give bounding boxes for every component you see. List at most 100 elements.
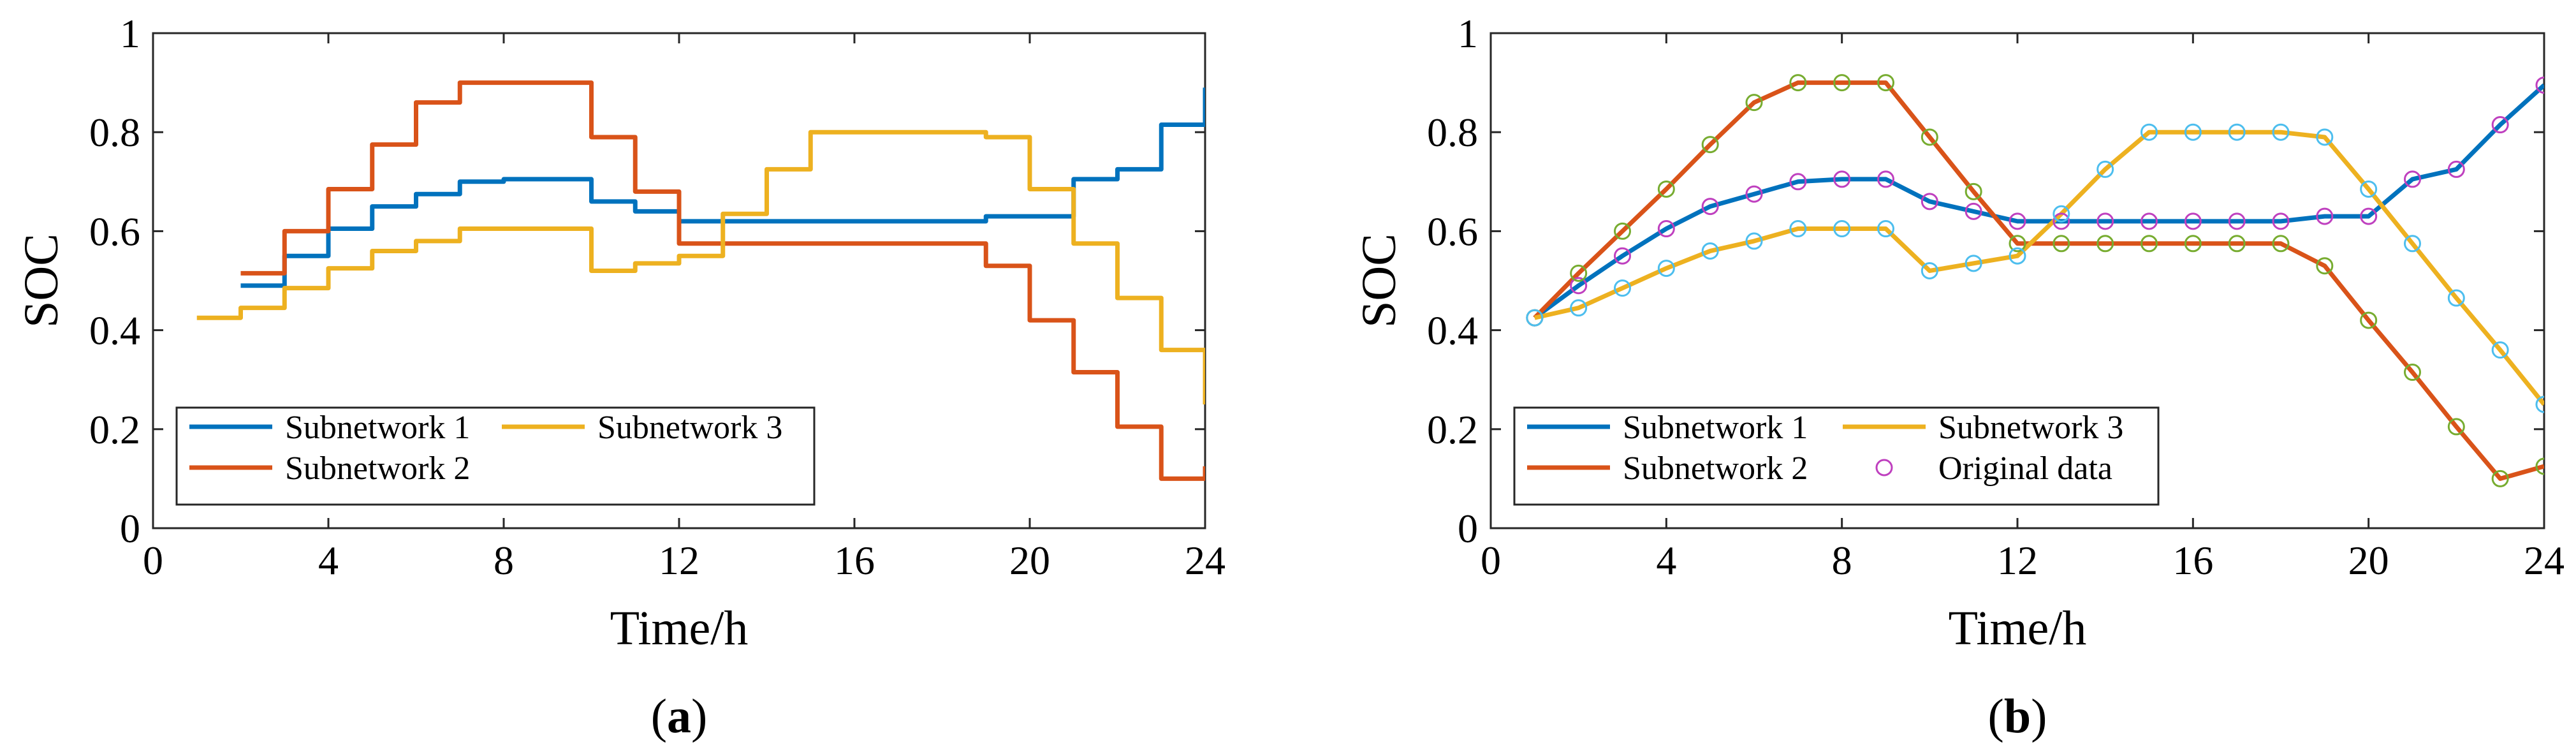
x-tick-label: 4 [318, 538, 339, 583]
original-data-marker [1570, 264, 1588, 282]
x-tick-label: 8 [494, 538, 514, 583]
original-data-marker [2009, 235, 2026, 253]
x-tick-label: 16 [2172, 538, 2213, 583]
y-tick-label: 0.2 [1427, 407, 1478, 452]
y-tick-label: 0 [120, 506, 140, 551]
original-data-marker [2404, 364, 2421, 381]
x-tick-label: 20 [1009, 538, 1050, 583]
original-data-marker [1877, 74, 1894, 92]
original-data-marker [2141, 235, 2158, 253]
original-data-marker [2447, 418, 2465, 436]
original-data-marker [1657, 220, 1675, 238]
original-data-marker [1745, 94, 1763, 112]
original-data-marker [1965, 202, 1982, 220]
x-tick-label: 0 [1481, 538, 1501, 583]
original-data-marker [1614, 222, 1631, 240]
original-data-marker [1921, 193, 1938, 211]
original-data-marker [2447, 289, 2465, 307]
original-data-marker [1921, 128, 1938, 146]
y-axis-title: SOC [1352, 233, 1406, 328]
original-data-marker [2053, 235, 2070, 253]
original-data-marker [1657, 260, 1675, 277]
legend-label-3: Subnetwork 3 [1938, 410, 2123, 446]
panel-caption: (b) [1988, 690, 2047, 743]
legend-label-2: Subnetwork 2 [285, 450, 470, 487]
original-data-marker [2228, 123, 2246, 141]
legend-label-original-data: Original data [1938, 450, 2112, 487]
original-data-marker [1965, 255, 1982, 272]
panel-caption-letter: a [667, 690, 691, 743]
original-data-marker [2097, 212, 2114, 230]
original-data-marker [2141, 212, 2158, 230]
x-tick-label: 20 [2348, 538, 2389, 583]
x-axis-title: Time/h [1949, 602, 2087, 655]
original-data-marker [2272, 235, 2290, 253]
y-tick-label: 0.4 [1427, 308, 1478, 353]
original-data-marker [1701, 136, 1719, 154]
original-data-marker [1614, 247, 1631, 265]
y-tick-label: 0.6 [89, 209, 140, 254]
x-tick-label: 8 [1832, 538, 1852, 583]
legend-label-2: Subnetwork 2 [1623, 450, 1808, 487]
original-data-marker [2316, 128, 2334, 146]
y-tick-label: 0.8 [89, 110, 140, 155]
plot-layer [196, 80, 1205, 481]
original-data-marker [2404, 235, 2421, 253]
x-tick-label: 24 [2524, 538, 2565, 583]
original-data-marker [2491, 469, 2509, 487]
original-data-marker [2009, 247, 2026, 265]
original-data-marker [2272, 212, 2290, 230]
original-data-marker [2535, 457, 2544, 475]
original-data-marker [1877, 220, 1894, 238]
legend-marker-original-data [1875, 459, 1893, 477]
legend-box [1513, 406, 2160, 506]
y-tick-label: 1 [120, 11, 140, 56]
original-data-marker [1614, 279, 1631, 297]
original-data-marker [1789, 220, 1807, 238]
original-data-marker [1745, 185, 1763, 203]
legend: Subnetwork 1 Subnetwork 2 Subnetwork 3 Orig… [1513, 406, 2160, 506]
panel-caption-letter: b [2004, 690, 2031, 743]
original-data-marker [1789, 173, 1807, 191]
legend-label-1: Subnetwork 1 [1623, 410, 1808, 446]
original-data-marker [2228, 235, 2246, 253]
original-data-marker [1657, 180, 1675, 198]
y-tick-label: 1 [1458, 11, 1478, 56]
original-data-marker [2097, 160, 2114, 178]
x-tick-label: 24 [1185, 538, 1226, 583]
original-data-marker [1701, 198, 1719, 216]
original-data-marker [2360, 180, 2378, 198]
original-data-marker [2360, 207, 2378, 225]
legend-label-3: Subnetwork 3 [597, 410, 782, 446]
original-data-marker [2360, 311, 2378, 329]
series-line-2 [240, 80, 1205, 481]
original-data-marker [2184, 235, 2202, 253]
original-data-marker [2447, 160, 2465, 178]
original-data-marker [1965, 182, 1982, 200]
original-data-marker [2053, 205, 2070, 223]
original-data-marker [2535, 76, 2544, 94]
original-data-marker [2184, 123, 2202, 141]
original-data-marker [2535, 395, 2544, 413]
original-data-marker [2228, 212, 2246, 230]
y-tick-label: 0.8 [1427, 110, 1478, 155]
original-data-marker [1833, 170, 1851, 188]
original-data-marker [2272, 123, 2290, 141]
original-data-marker [2404, 170, 2421, 188]
y-tick-label: 0.4 [89, 308, 140, 353]
y-tick-label: 0.2 [89, 407, 140, 452]
original-data-marker [2141, 123, 2158, 141]
y-axis-title: SOC [15, 233, 68, 328]
original-data-marker [1570, 277, 1588, 295]
original-data-marker [2491, 116, 2509, 134]
y-tick-label: 0.6 [1427, 209, 1478, 254]
original-data-marker [2316, 207, 2334, 225]
panel-a-step-chart: 0 4 8 12 16 20 24 0 0.2 0.4 0.6 0.8 1 Time/h SOC (a) Sub… [15, 11, 1226, 743]
original-data-marker [2097, 235, 2114, 253]
original-data-marker [2053, 212, 2070, 230]
legend-label-1: Subnetwork 1 [285, 410, 470, 446]
legend-box [175, 406, 816, 506]
y-tick-label: 0 [1458, 506, 1478, 551]
x-tick-label: 16 [834, 538, 875, 583]
